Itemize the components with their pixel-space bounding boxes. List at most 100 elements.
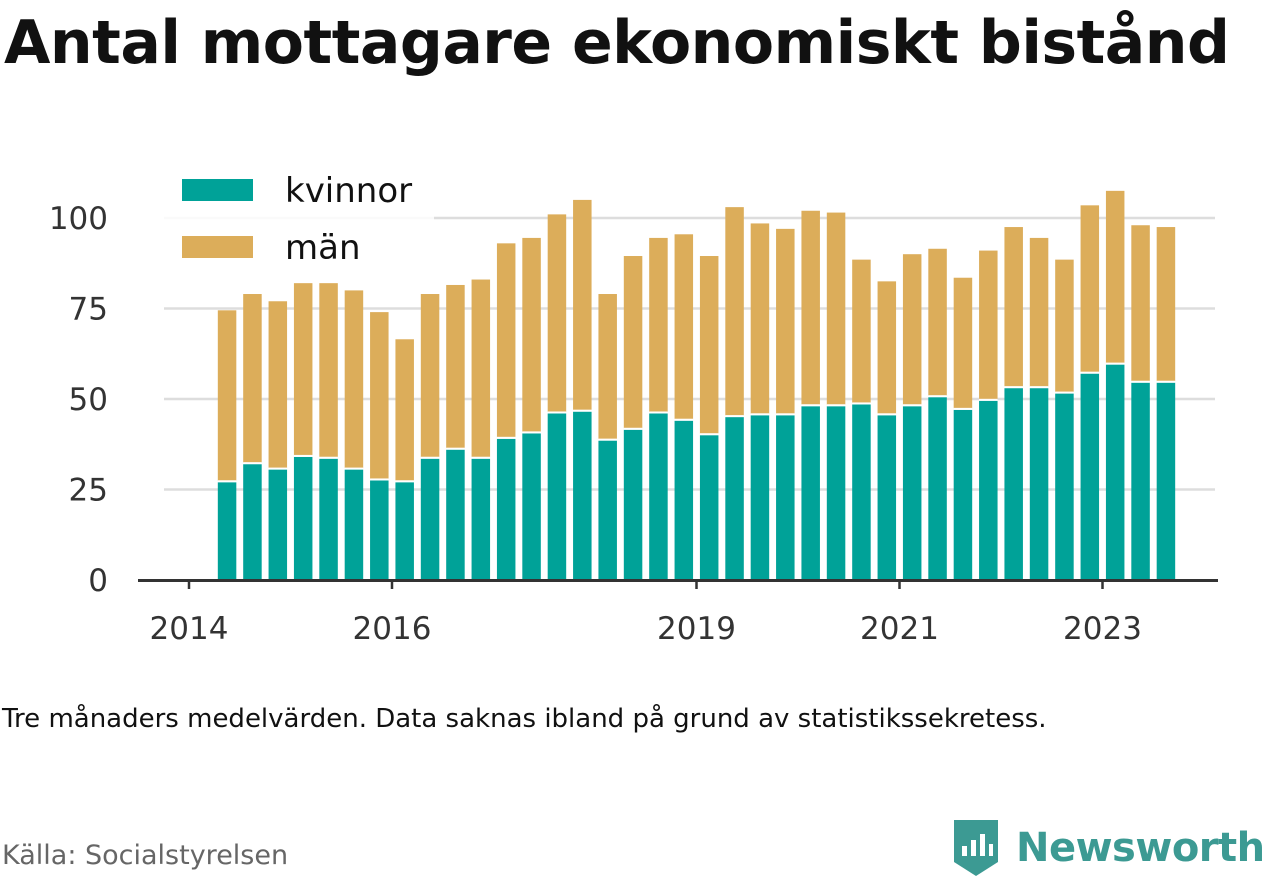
bar-man	[928, 248, 947, 396]
newsworthy-logo-icon	[954, 820, 998, 876]
bar-separator	[268, 467, 288, 470]
bar-man	[699, 256, 719, 434]
chart-title: Antal mottagare ekonomiskt bistånd	[4, 8, 1230, 78]
y-tick-label: 50	[69, 382, 108, 418]
bar-kvinnor	[953, 409, 973, 580]
bar-kvinnor	[1131, 382, 1150, 580]
bar-man	[217, 310, 237, 481]
bar-kvinnor	[674, 420, 694, 580]
bar-separator	[877, 413, 897, 416]
bar-kvinnor	[902, 406, 922, 580]
brand-logo: Newsworthy	[950, 818, 1262, 878]
x-tick-label: 2016	[353, 611, 432, 647]
bar-separator	[243, 462, 262, 465]
bar-man	[395, 339, 414, 481]
bar-separator	[420, 456, 440, 459]
x-tick-label: 2019	[657, 611, 736, 647]
bar-man	[1029, 237, 1049, 387]
bar-man	[496, 243, 516, 438]
bar-kvinnor	[573, 411, 592, 580]
bar-kvinnor	[217, 482, 237, 580]
legend-label: män	[285, 228, 361, 268]
bar-kvinnor	[496, 438, 516, 580]
bar-kvinnor	[1105, 364, 1125, 580]
bar-kvinnor	[699, 435, 719, 580]
bar-kvinnor	[471, 458, 491, 580]
bar-kvinnor	[293, 456, 313, 580]
bar-man	[852, 259, 871, 403]
bar-man	[243, 294, 262, 463]
bar-man	[750, 223, 770, 414]
bar-separator	[979, 398, 998, 401]
bar-kvinnor	[649, 413, 668, 580]
bar-separator	[699, 433, 719, 436]
bar-man	[877, 281, 897, 414]
bar-man	[1105, 190, 1125, 364]
x-tick-label: 2021	[860, 611, 939, 647]
bar-separator	[1156, 380, 1176, 383]
bar-man	[370, 312, 389, 479]
bar-separator	[522, 431, 541, 434]
bar-separator	[293, 454, 313, 457]
bar-kvinnor	[725, 417, 744, 580]
legend-swatch	[182, 236, 253, 258]
bar-separator	[446, 447, 465, 450]
legend-label: kvinnor	[285, 171, 412, 211]
bar-kvinnor	[877, 415, 897, 580]
bar-separator	[547, 411, 567, 414]
bar-man	[1055, 259, 1074, 393]
x-tick-labels: 2014 2016 2019 2021 2023	[150, 611, 1142, 647]
bar-man	[623, 256, 643, 429]
bar-man	[420, 294, 440, 458]
bar-separator	[623, 427, 643, 430]
bar-kvinnor	[344, 469, 364, 580]
bar-separator	[928, 395, 947, 398]
bar-separator	[1055, 391, 1074, 394]
legend: kvinnor män	[164, 164, 434, 276]
bar-man	[268, 301, 288, 469]
brand-name: Newsworthy	[1016, 825, 1262, 871]
chart-note: Tre månaders medelvärden. Data saknas ib…	[2, 704, 1047, 734]
bar-separator	[902, 404, 922, 407]
bar-kvinnor	[750, 415, 770, 580]
bar-man	[319, 283, 338, 458]
bar-kvinnor	[395, 482, 414, 580]
bar-separator	[471, 456, 491, 459]
bar-separator	[776, 413, 795, 416]
bar-kvinnor	[826, 406, 846, 580]
x-tick-label: 2023	[1063, 611, 1142, 647]
bar-separator	[649, 411, 668, 414]
bar-separator	[598, 438, 617, 441]
bar-kvinnor	[522, 433, 541, 580]
bar-man	[446, 284, 465, 449]
bar-separator	[1131, 380, 1150, 383]
bar-kvinnor	[268, 469, 288, 580]
bar-separator	[801, 404, 820, 407]
bar-man	[344, 290, 364, 469]
bar-man	[902, 254, 922, 405]
bar-kvinnor	[979, 400, 998, 580]
stacked-bar-chart: 0 25 50 75 100 2014 2016 2019 2021 2023 kvinnor m…	[48, 164, 1218, 647]
bar-kvinnor	[547, 413, 567, 580]
bar-kvinnor	[319, 458, 338, 580]
bar-man	[649, 237, 668, 412]
bar-kvinnor	[1029, 388, 1049, 580]
bar-separator	[953, 407, 973, 410]
bar-kvinnor	[801, 406, 820, 580]
source-credit: Källa: Socialstyrelsen	[2, 840, 289, 871]
bar-separator	[1029, 386, 1049, 389]
bar-kvinnor	[1055, 393, 1074, 580]
bar-separator	[674, 418, 694, 421]
x-tick-label: 2014	[150, 611, 229, 647]
bar-separator	[826, 404, 846, 407]
bar-man	[293, 283, 313, 456]
y-tick-labels: 0 25 50 75 100	[49, 201, 108, 599]
bar-separator	[852, 402, 871, 405]
y-tick-label: 25	[69, 473, 108, 509]
bar-kvinnor	[1156, 382, 1176, 580]
bar-man	[1004, 227, 1023, 387]
bar-separator	[750, 413, 770, 416]
bar-man	[547, 214, 567, 412]
axes	[138, 579, 1218, 589]
bar-kvinnor	[598, 440, 617, 580]
